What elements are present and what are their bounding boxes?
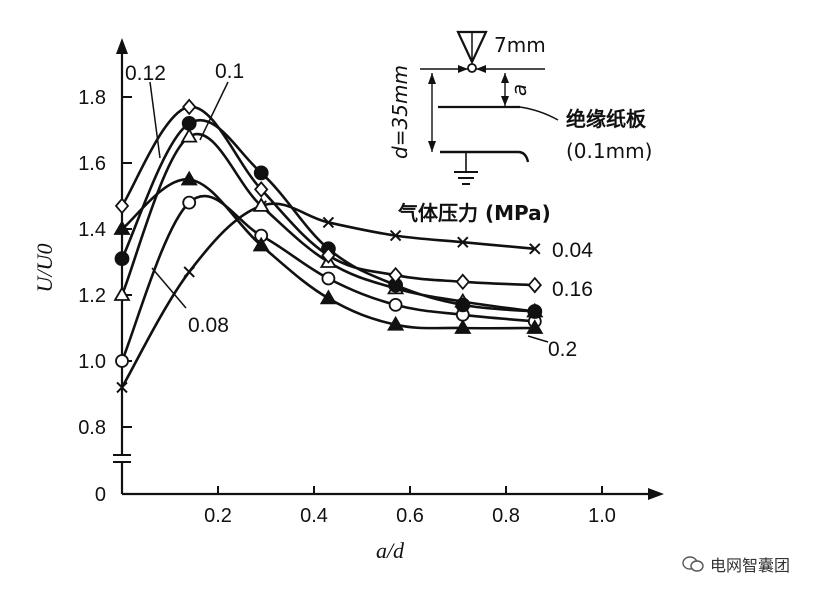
data-point (114, 251, 130, 267)
x-axis-label: a/d (376, 538, 405, 563)
data-point (455, 297, 471, 313)
data-point (252, 197, 270, 212)
data-point (457, 236, 469, 248)
series-label-0.1: 0.1 (215, 60, 244, 83)
d-label: d=35mm (388, 65, 412, 159)
board-label: 绝缘纸板 (566, 107, 647, 131)
data-point (181, 116, 197, 131)
series-label-0.04: 0.04 (552, 239, 593, 262)
data-point (113, 286, 131, 301)
data-point (387, 315, 405, 331)
gap-label: 7mm (494, 33, 546, 57)
plane-electrode (440, 150, 530, 163)
leader-0.08 (151, 267, 187, 309)
x-tick-label: 0.4 (300, 505, 328, 527)
data-point (388, 266, 403, 284)
electrode-inset: 7mm d=35mm a 绝缘纸板 (0.1mm) 气体压力 (MPa) (388, 30, 652, 225)
data-point (254, 181, 269, 198)
series-label-0.12: 0.12 (125, 62, 166, 85)
data-point (114, 197, 130, 215)
y-tick-label: 1.0 (78, 351, 106, 373)
series-0.08 (115, 194, 542, 368)
data-point (252, 236, 270, 252)
watermark-text: 电网智囊团 (710, 556, 791, 575)
data-point (527, 304, 543, 319)
y-tick-label: 1.2 (78, 285, 106, 307)
axes (113, 38, 664, 500)
board-leader (519, 106, 559, 121)
x-ticks: 0.2 0.4 0.6 0.8 1.0 (204, 486, 616, 527)
pressure-title: 气体压力 (MPa) (397, 201, 551, 225)
data-point (180, 127, 198, 143)
data-point (182, 98, 197, 116)
wechat-icon (682, 556, 704, 572)
data-point (388, 297, 403, 312)
data-point (113, 220, 131, 235)
series-labels: 0.12 0.1 0.08 0.04 0.16 0.2 (125, 60, 593, 361)
a-label: a (507, 84, 531, 96)
data-point (115, 354, 129, 368)
data-point (182, 195, 197, 210)
series-0.04 (116, 200, 541, 394)
data-point (527, 276, 542, 294)
data-point (455, 273, 470, 291)
board-thickness: (0.1mm) (566, 139, 652, 163)
data-point (183, 266, 195, 278)
y-tick-label: 1.6 (78, 153, 106, 175)
series-group (113, 98, 544, 394)
data-point (116, 381, 128, 394)
x-tick-label: 0.8 (492, 505, 520, 527)
y-tick-label: 1.4 (78, 219, 106, 241)
series-0.12 (114, 116, 543, 319)
series-label-0.2: 0.2 (548, 338, 577, 361)
x-axis-arrow (648, 488, 664, 500)
data-point (322, 216, 335, 229)
needle-tip (467, 63, 477, 73)
data-point (253, 165, 269, 181)
data-point (321, 247, 336, 264)
x-tick-label: 0.2 (204, 505, 232, 527)
watermark: 电网智囊团 (682, 552, 790, 576)
series-0.16 (114, 98, 542, 294)
data-point (529, 243, 541, 255)
x-tick-label: 1.0 (588, 505, 616, 527)
leader-0.2 (527, 335, 549, 343)
data-point (180, 170, 198, 186)
series-label-0.16: 0.16 (552, 278, 593, 301)
y-tick-label: 0 (95, 484, 106, 506)
data-point (319, 289, 337, 305)
data-point (389, 229, 402, 242)
y-tick-label: 0.8 (78, 417, 106, 439)
data-point (454, 319, 472, 334)
y-tick-label: 1.8 (78, 87, 106, 109)
y-axis-label: U/U0 (32, 244, 57, 293)
x-tick-label: 0.6 (396, 505, 424, 527)
series-0.2 (113, 170, 544, 334)
axis-break-mark (113, 454, 131, 463)
leader-0.12 (149, 81, 161, 159)
leader-0.1 (199, 81, 229, 141)
y-axis-arrow (116, 38, 128, 54)
data-point (321, 271, 336, 286)
data-point (526, 319, 544, 334)
series-label-0.08: 0.08 (188, 314, 229, 337)
